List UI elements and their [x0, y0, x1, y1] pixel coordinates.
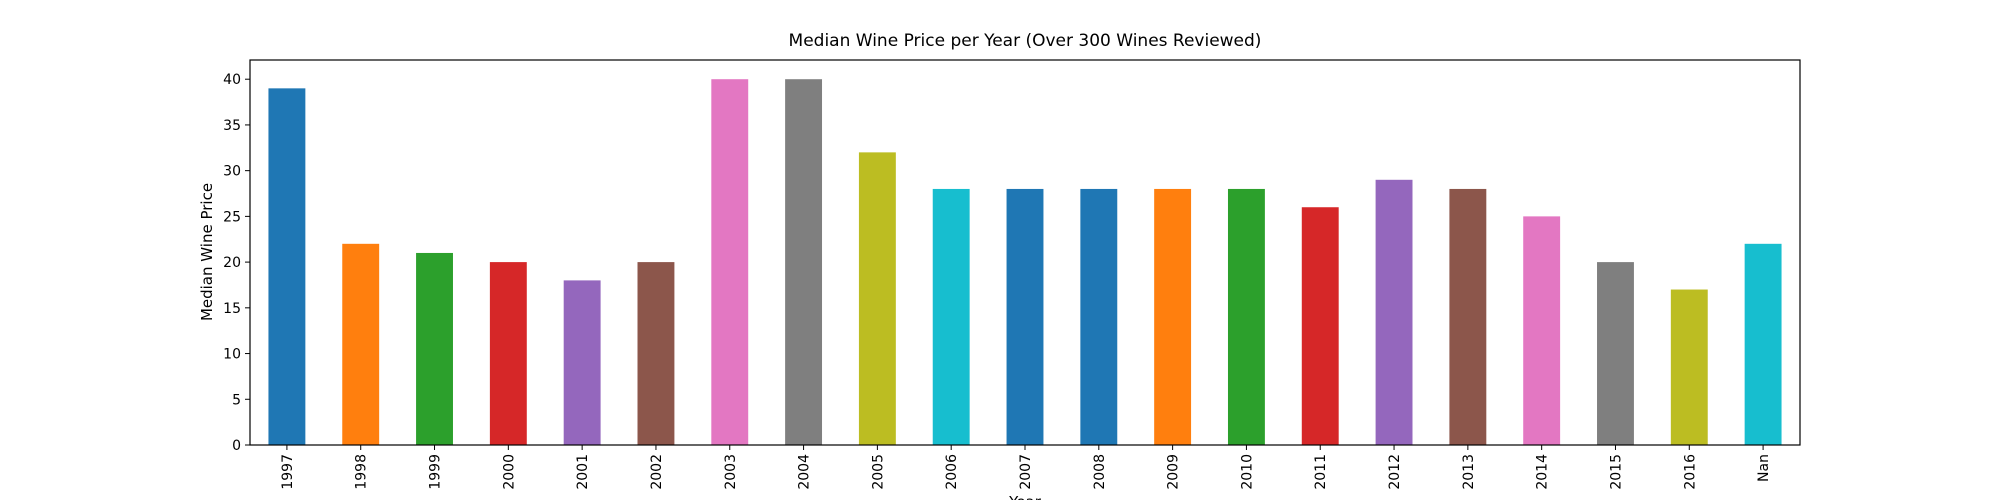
- x-tick-label: 2011: [1313, 454, 1329, 490]
- x-tick-label: 2014: [1535, 454, 1551, 490]
- y-tick-label: 10: [223, 347, 241, 363]
- x-tick-label: 2013: [1461, 454, 1477, 490]
- bar: [489, 262, 527, 445]
- bar: [1523, 216, 1561, 445]
- x-tick-label: 2008: [1092, 454, 1108, 490]
- bar: [1227, 188, 1265, 445]
- bar: [637, 262, 675, 445]
- x-tick-label: 2007: [1018, 454, 1034, 490]
- y-tick-label: 0: [232, 438, 241, 454]
- bar: [1080, 188, 1118, 445]
- y-tick-label: 40: [223, 72, 241, 88]
- bar: [932, 188, 970, 445]
- bar: [858, 152, 896, 446]
- bar: [1301, 207, 1339, 445]
- x-tick-label: 2001: [575, 454, 591, 490]
- y-tick-label: 5: [232, 392, 241, 408]
- x-tick-label: 2015: [1608, 454, 1624, 490]
- x-tick-label: 2003: [723, 454, 739, 490]
- bar: [1154, 188, 1192, 445]
- y-axis-label: Median Wine Price: [198, 183, 216, 321]
- x-tick-label: 2002: [649, 454, 665, 490]
- bar: [1670, 289, 1708, 445]
- x-tick-label: 2009: [1166, 454, 1182, 490]
- bar: [268, 88, 306, 445]
- bar: [416, 252, 453, 445]
- plot-frame: [249, 59, 1801, 446]
- bar: [1449, 188, 1487, 445]
- y-tick-label: 20: [223, 255, 241, 271]
- chart-title: Median Wine Price per Year (Over 300 Win…: [789, 31, 1262, 51]
- bar: [711, 79, 749, 445]
- bar: [1597, 262, 1634, 445]
- x-tick-label: 2005: [870, 454, 886, 490]
- x-tick-label: 1998: [354, 454, 370, 490]
- x-tick-label: Nan: [1756, 454, 1772, 482]
- y-tick-label: 35: [223, 118, 241, 134]
- x-tick-label: 1997: [280, 454, 296, 490]
- bar: [1744, 243, 1782, 445]
- bar: [1375, 179, 1413, 445]
- bar: [563, 280, 601, 445]
- bar: [785, 79, 823, 445]
- x-tick-label: 2010: [1239, 454, 1255, 490]
- bar: [1006, 188, 1044, 445]
- x-tick-label: 1999: [428, 454, 444, 490]
- x-tick-label: 2012: [1387, 454, 1403, 490]
- x-tick-label: 2006: [944, 454, 960, 490]
- x-tick-label: 2016: [1682, 454, 1698, 490]
- x-tick-label: 2000: [501, 454, 517, 490]
- y-tick-label: 15: [223, 301, 241, 317]
- x-axis-label: Year: [1008, 493, 1042, 500]
- y-tick-label: 25: [223, 209, 241, 225]
- y-tick-label: 30: [223, 164, 241, 180]
- x-tick-label: 2004: [797, 454, 813, 490]
- bar: [342, 243, 380, 445]
